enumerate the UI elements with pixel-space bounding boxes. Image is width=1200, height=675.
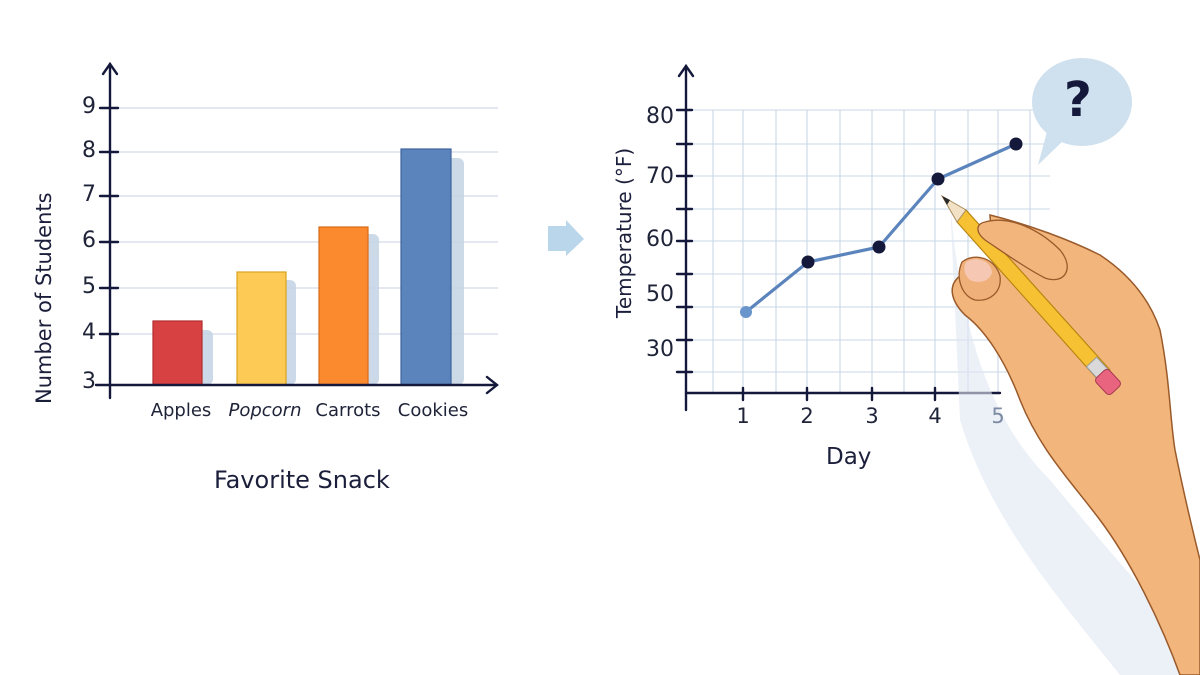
line-ytick-30: 30 [646,337,674,362]
bar-carrots [318,226,369,386]
bar-ytick-7: 7 [82,182,96,207]
line-x-axis-title: Day [826,444,872,470]
line-ytick-80: 80 [646,104,674,129]
line-xtick-3: 3 [865,404,879,428]
pencil-icon [940,194,1121,396]
bar-ytick-8: 8 [82,138,96,163]
bar-cookies [400,148,452,386]
bar-popcorn [236,271,287,386]
bar-xlabel-apples: Apples [150,400,212,421]
line-xtick-1: 1 [736,404,750,428]
line-ytick-70: 70 [646,164,674,189]
bar-xlabel-cookies: Cookies [397,400,469,421]
line-ytick-60: 60 [646,227,674,252]
bar-ytick-3: 3 [82,369,96,394]
bar-ytick-5: 5 [82,274,96,299]
point-day-1 [740,306,752,318]
point-day-5 [1009,137,1023,151]
line-ytick-50: 50 [646,282,674,307]
speech-bubble [1032,58,1132,165]
bar-x-axis-title: Favorite Snack [214,466,390,494]
point-day-3 [872,240,886,254]
bar-apples [152,320,203,386]
line-xtick-2: 2 [800,404,814,428]
bar-ytick-9: 9 [82,94,96,119]
point-day-2 [801,255,815,269]
line-xtick-5: 5 [991,404,1005,428]
line-y-axis-title: Temperature (°F) [612,147,636,318]
question-mark-icon: ? [1064,72,1092,128]
bar-xlabel-popcorn: Popcorn [228,400,302,421]
bar-xlabel-carrots: Carrots [315,400,381,421]
point-day-4 [931,172,945,186]
bar-ytick-6: 6 [82,228,96,253]
bar-ytick-4: 4 [82,320,96,345]
line-gridlines [686,109,1050,393]
line-xtick-4: 4 [928,404,942,428]
